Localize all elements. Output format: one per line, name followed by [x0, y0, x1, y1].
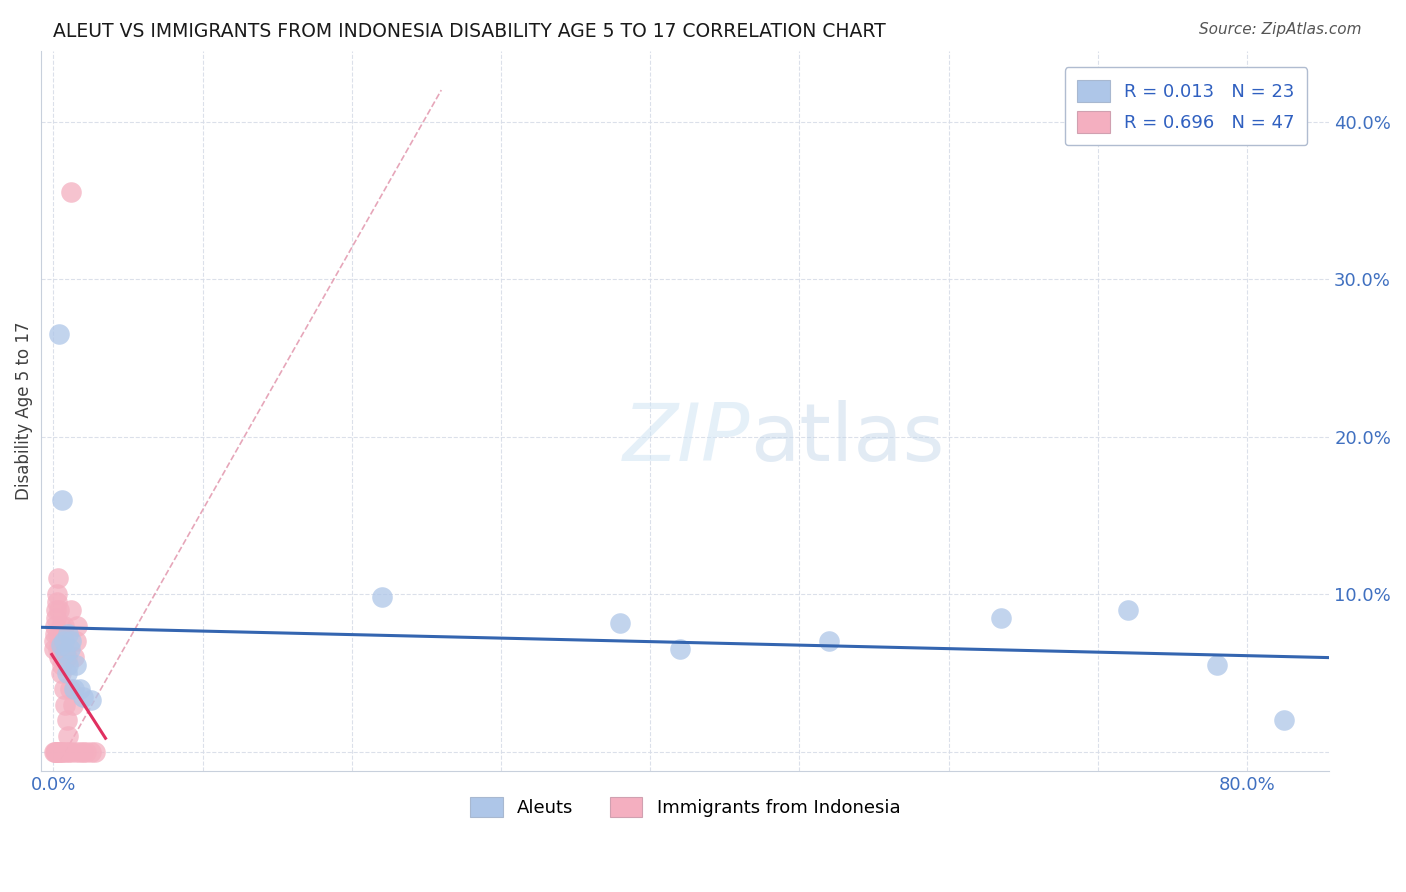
Point [55, 650, 77, 665]
Point [1116, 603, 1139, 617]
Point [65, 658, 87, 673]
Point [69, 681, 91, 696]
Point [45, 611, 67, 625]
Point [46, 642, 69, 657]
Point [72, 745, 94, 759]
Point [49, 665, 72, 680]
Point [46, 745, 69, 759]
Point [609, 615, 631, 630]
Point [65, 745, 87, 759]
Point [669, 642, 692, 657]
Point [53, 646, 76, 660]
Point [42, 745, 65, 759]
Point [51, 745, 73, 759]
Point [60, 745, 83, 759]
Point [44, 745, 66, 759]
Point [44, 745, 66, 759]
Point [990, 611, 1012, 625]
Point [49, 745, 72, 759]
Point [48, 745, 70, 759]
Point [46, 572, 69, 586]
Point [51, 658, 73, 673]
Point [49, 638, 72, 652]
Point [51, 634, 73, 648]
Point [63, 650, 86, 665]
Point [44, 619, 66, 633]
Point [48, 650, 70, 665]
Point [44, 626, 66, 640]
Point [49, 619, 72, 633]
Point [60, 603, 83, 617]
Point [63, 681, 86, 696]
Point [42, 642, 65, 657]
Point [66, 619, 89, 633]
Point [45, 595, 67, 609]
Point [1274, 713, 1296, 727]
Point [52, 634, 75, 648]
Point [1206, 658, 1229, 673]
Point [52, 619, 75, 633]
Legend: Aleuts, Immigrants from Indonesia: Aleuts, Immigrants from Indonesia [461, 788, 910, 827]
Point [48, 626, 70, 640]
Point [72, 690, 94, 704]
Point [59, 642, 82, 657]
Point [46, 587, 69, 601]
Point [370, 591, 392, 605]
Point [51, 492, 73, 507]
Y-axis label: Disability Age 5 to 17: Disability Age 5 to 17 [15, 321, 32, 500]
Point [58, 626, 80, 640]
Point [48, 327, 70, 342]
Point [58, 658, 80, 673]
Text: ALEUT VS IMMIGRANTS FROM INDONESIA DISABILITY AGE 5 TO 17 CORRELATION CHART: ALEUT VS IMMIGRANTS FROM INDONESIA DISAB… [53, 22, 886, 41]
Point [55, 713, 77, 727]
Text: atlas: atlas [749, 401, 943, 478]
Point [53, 698, 76, 712]
Point [44, 634, 66, 648]
Text: Source: ZipAtlas.com: Source: ZipAtlas.com [1198, 22, 1361, 37]
Point [65, 634, 87, 648]
Point [48, 603, 70, 617]
Point [79, 693, 101, 707]
Point [69, 745, 91, 759]
Point [818, 634, 841, 648]
Point [60, 634, 83, 648]
Point [84, 745, 107, 759]
Point [44, 603, 66, 617]
Point [62, 698, 84, 712]
Point [75, 745, 97, 759]
Point [60, 186, 83, 200]
Point [52, 681, 75, 696]
Point [53, 745, 76, 759]
Point [58, 745, 80, 759]
Point [45, 745, 67, 759]
Point [79, 745, 101, 759]
Point [59, 681, 82, 696]
Point [58, 729, 80, 743]
Point [55, 665, 77, 680]
Text: ZIP: ZIP [623, 401, 749, 478]
